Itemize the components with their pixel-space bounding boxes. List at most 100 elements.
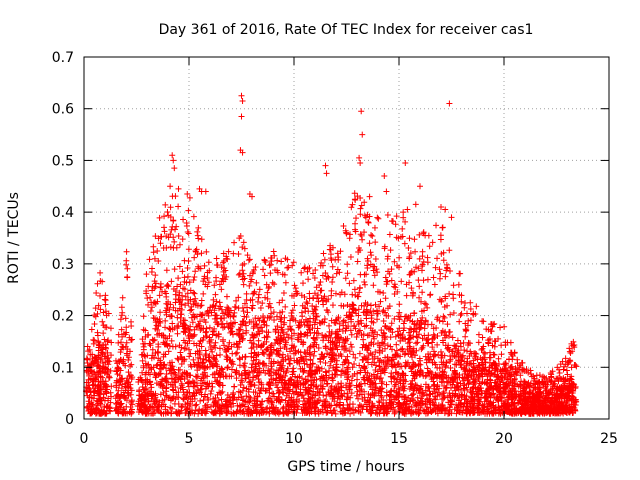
data-point xyxy=(94,310,101,317)
data-point xyxy=(157,240,164,247)
data-point xyxy=(365,345,372,352)
data-point xyxy=(248,276,255,283)
data-point xyxy=(302,331,309,338)
data-point xyxy=(466,368,473,375)
data-point xyxy=(273,350,280,357)
data-point xyxy=(536,372,543,379)
data-point xyxy=(452,392,459,399)
data-point xyxy=(261,257,268,264)
data-point xyxy=(236,327,243,334)
data-point xyxy=(410,397,417,404)
data-point xyxy=(405,350,412,357)
data-point xyxy=(203,356,210,363)
data-point xyxy=(418,298,425,305)
data-point xyxy=(184,191,191,198)
data-point xyxy=(526,409,533,416)
data-point xyxy=(154,361,161,368)
data-point xyxy=(128,318,135,325)
data-point xyxy=(429,336,436,343)
data-point xyxy=(237,326,244,333)
data-point xyxy=(264,404,271,411)
data-point xyxy=(302,353,309,360)
data-point xyxy=(543,375,550,382)
data-point xyxy=(377,366,384,373)
data-point xyxy=(392,352,399,359)
data-point xyxy=(453,410,460,417)
data-point xyxy=(379,378,386,385)
data-point xyxy=(250,374,257,381)
data-point xyxy=(386,325,393,332)
data-point xyxy=(118,304,125,311)
data-point xyxy=(215,333,222,340)
data-point xyxy=(571,407,578,414)
data-point xyxy=(282,373,289,380)
data-point xyxy=(296,358,303,365)
data-point xyxy=(379,308,386,315)
data-point xyxy=(191,326,198,333)
data-point xyxy=(568,373,575,380)
data-point xyxy=(167,231,174,238)
data-point xyxy=(382,295,389,302)
data-point xyxy=(156,292,163,299)
data-point xyxy=(268,358,275,365)
data-point xyxy=(340,303,347,310)
data-point xyxy=(486,359,493,366)
data-point xyxy=(266,371,273,378)
data-point xyxy=(348,318,355,325)
data-point xyxy=(346,386,353,393)
data-point xyxy=(202,329,209,336)
data-point xyxy=(135,376,142,383)
data-point xyxy=(85,379,92,386)
data-point xyxy=(174,330,181,337)
data-point xyxy=(148,384,155,391)
data-point xyxy=(228,404,235,411)
data-point xyxy=(108,339,115,346)
data-point xyxy=(162,410,169,417)
data-point xyxy=(175,275,182,282)
data-point xyxy=(266,379,273,386)
data-point xyxy=(365,219,372,226)
data-point xyxy=(248,305,255,312)
data-point xyxy=(446,247,453,254)
data-point xyxy=(214,378,221,385)
data-point xyxy=(371,359,378,366)
data-point xyxy=(418,267,425,274)
data-point xyxy=(450,310,457,317)
data-point xyxy=(498,342,505,349)
data-point xyxy=(115,339,122,346)
data-point xyxy=(384,360,391,367)
data-point xyxy=(382,354,389,361)
data-point xyxy=(289,262,296,269)
data-point xyxy=(554,364,561,371)
data-point xyxy=(300,280,307,287)
data-point xyxy=(163,371,170,378)
data-point xyxy=(138,394,145,401)
data-point xyxy=(197,265,204,272)
data-point xyxy=(406,335,413,342)
data-point xyxy=(114,391,121,398)
data-point xyxy=(429,239,436,246)
data-point xyxy=(166,325,173,332)
data-point xyxy=(343,229,350,236)
data-point xyxy=(434,332,441,339)
data-point xyxy=(419,248,426,255)
data-point xyxy=(545,390,552,397)
data-point xyxy=(230,361,237,368)
data-point xyxy=(408,380,415,387)
data-point xyxy=(418,383,425,390)
data-point xyxy=(213,352,220,359)
data-point xyxy=(112,395,119,402)
data-point xyxy=(486,384,493,391)
data-point xyxy=(166,367,173,374)
data-point xyxy=(479,378,486,385)
data-point xyxy=(185,258,192,265)
data-point xyxy=(145,398,152,405)
data-point xyxy=(146,256,153,263)
data-point xyxy=(303,361,310,368)
data-point xyxy=(283,403,290,410)
data-point xyxy=(320,250,327,257)
data-point xyxy=(472,367,479,374)
data-point xyxy=(202,352,209,359)
data-point xyxy=(356,327,363,334)
data-point xyxy=(420,407,427,414)
